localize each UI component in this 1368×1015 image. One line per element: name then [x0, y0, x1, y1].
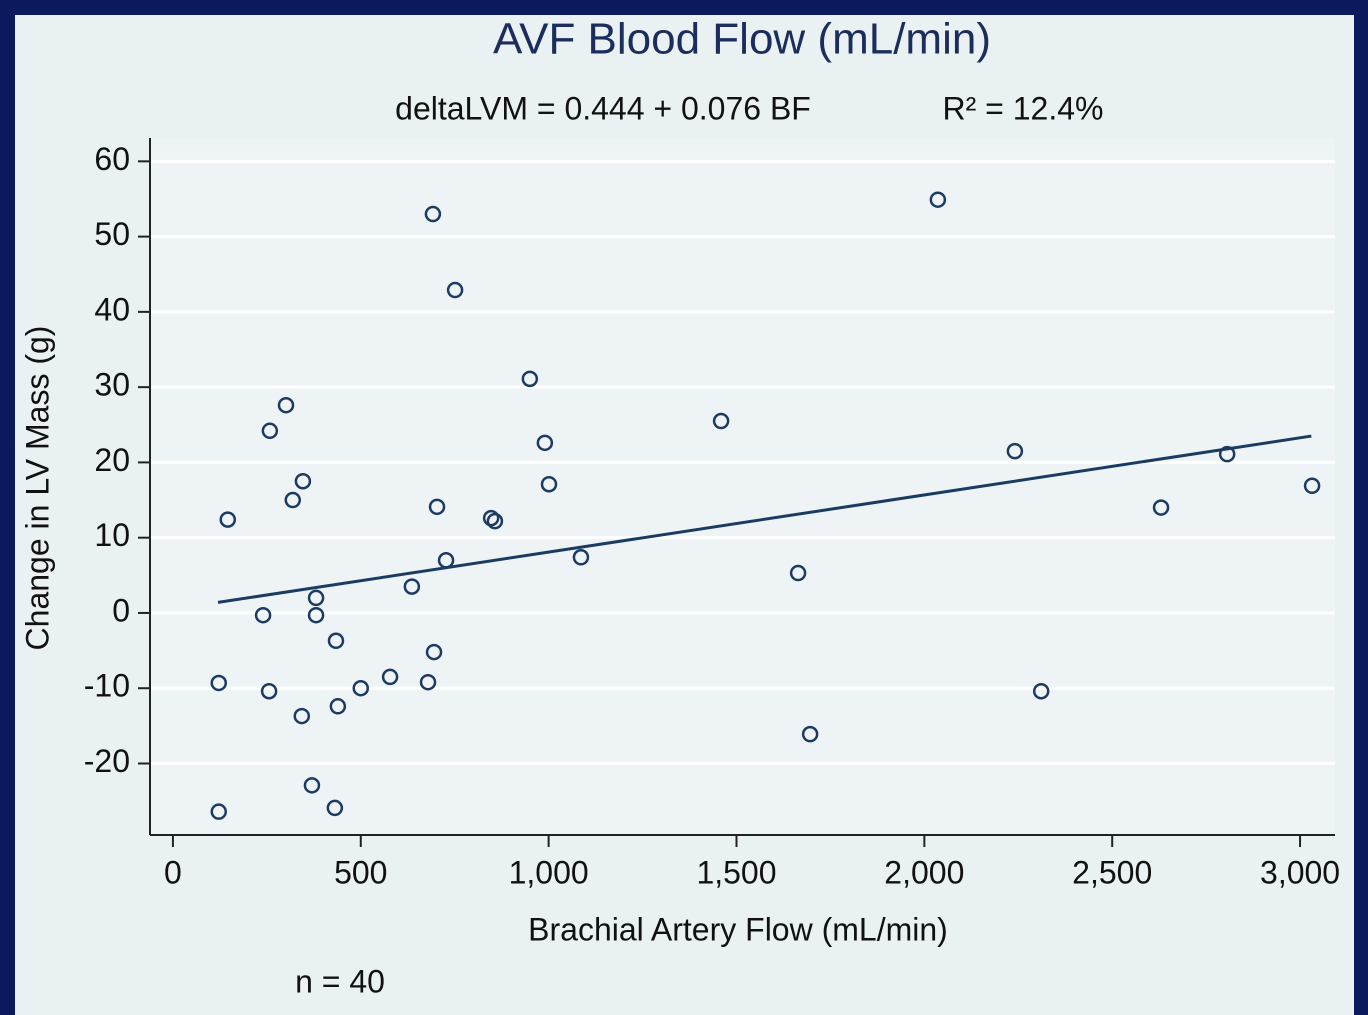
point	[381, 668, 399, 686]
point	[789, 564, 807, 582]
point	[261, 422, 279, 440]
x-tick-label: 2,000	[884, 854, 964, 890]
point	[536, 434, 554, 452]
point	[486, 512, 504, 530]
point	[307, 606, 325, 624]
point	[929, 191, 947, 208]
point	[329, 698, 347, 715]
point	[1006, 442, 1024, 460]
point	[801, 725, 819, 743]
point	[303, 777, 321, 794]
point	[521, 370, 539, 388]
point	[210, 803, 228, 820]
x-tick-label: 1,500	[696, 854, 776, 890]
point	[712, 412, 730, 430]
point	[352, 679, 370, 697]
point	[326, 799, 344, 817]
point	[1152, 499, 1170, 516]
point	[437, 552, 455, 569]
y-tick-label: 30	[94, 367, 130, 403]
point	[572, 549, 590, 566]
point	[1218, 445, 1236, 463]
point	[254, 606, 272, 624]
x-tick-label: 1,000	[509, 854, 589, 890]
plot-area	[150, 138, 1335, 835]
point	[284, 491, 302, 509]
point	[425, 643, 443, 661]
chart-title: AVF Blood Flow (mL/min)	[493, 15, 991, 64]
x-axis-label: Brachial Artery Flow (mL/min)	[528, 911, 948, 947]
point	[540, 475, 558, 493]
y-tick-label: 10	[94, 517, 130, 553]
x-tick-label: 500	[334, 854, 387, 890]
x-tick-label: 3,000	[1260, 854, 1340, 890]
y-tick-label: 40	[94, 291, 130, 327]
point	[293, 707, 311, 725]
annotation: n = 40	[295, 963, 385, 999]
annotation: R² = 12.4%	[943, 90, 1104, 126]
point	[424, 205, 442, 223]
point	[307, 589, 325, 607]
point	[327, 632, 345, 650]
point	[446, 281, 464, 299]
point	[428, 498, 446, 516]
y-tick-label: 50	[94, 216, 130, 252]
y-tick-label: 60	[94, 141, 130, 177]
point	[1032, 682, 1050, 700]
y-tick-label: -10	[84, 668, 130, 704]
point	[210, 674, 228, 692]
point	[403, 578, 421, 595]
y-axis-label: Change in LV Mass (g)	[19, 326, 55, 651]
point	[482, 509, 500, 527]
x-tick-label: 0	[164, 854, 182, 890]
trend-line	[217, 434, 1312, 604]
x-tick-label: 2,500	[1072, 854, 1152, 890]
y-tick-label: -20	[84, 743, 130, 779]
point	[219, 511, 237, 528]
point	[277, 396, 295, 414]
point	[419, 673, 437, 691]
y-tick-label: 20	[94, 442, 130, 478]
point	[260, 682, 278, 700]
y-tick-label: 0	[112, 592, 130, 628]
point	[1303, 477, 1321, 494]
subtitle: deltaLVM = 0.444 + 0.076 BF	[395, 90, 811, 126]
point	[294, 472, 312, 490]
